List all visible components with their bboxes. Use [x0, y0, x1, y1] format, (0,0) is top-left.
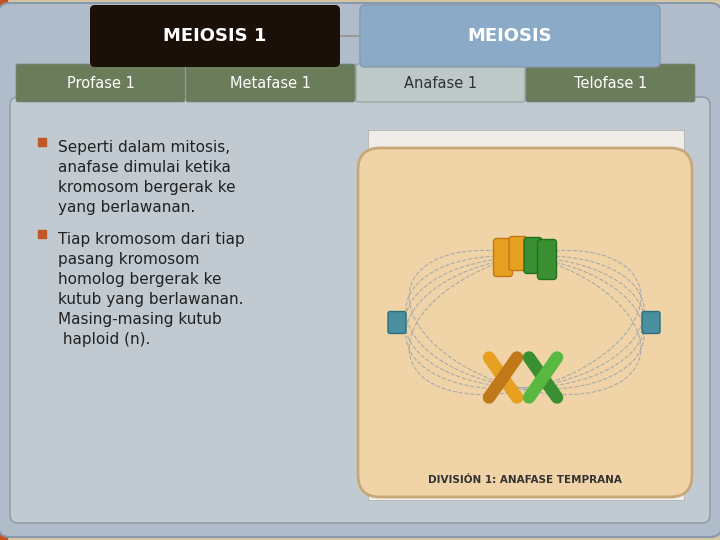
Bar [0, 323, 720, 330]
Bar [0, 155, 720, 162]
Bar [0, 533, 720, 540]
Text: pasang kromosom: pasang kromosom [58, 252, 199, 267]
Text: Tiap kromosom dari tiap: Tiap kromosom dari tiap [58, 232, 245, 247]
Bar [0, 365, 720, 372]
FancyBboxPatch shape [493, 239, 513, 276]
Bar [0, 71, 720, 78]
FancyBboxPatch shape [358, 148, 692, 497]
Bar [0, 379, 720, 386]
Text: haploid (n).: haploid (n). [58, 332, 150, 347]
Bar [38, 138, 46, 146]
Text: MEIOSIS: MEIOSIS [468, 27, 552, 45]
Bar [0, 407, 720, 414]
Text: DIVISIÓN 1: ANAFASE TEMPRANA: DIVISIÓN 1: ANAFASE TEMPRANA [428, 475, 622, 485]
Bar [0, 29, 720, 36]
FancyBboxPatch shape [526, 64, 695, 102]
Bar [0, 211, 720, 218]
Text: Profase 1: Profase 1 [66, 76, 135, 91]
Bar [0, 477, 720, 484]
Bar [0, 309, 720, 316]
Bar [0, 449, 720, 456]
FancyBboxPatch shape [16, 64, 185, 102]
Text: Telofase 1: Telofase 1 [574, 76, 647, 91]
Bar [0, 127, 720, 134]
Bar [0, 253, 720, 260]
FancyBboxPatch shape [524, 238, 542, 273]
FancyBboxPatch shape [388, 312, 406, 334]
Bar [38, 230, 46, 238]
Text: kromosom bergerak ke: kromosom bergerak ke [58, 180, 235, 195]
Bar [0, 43, 720, 50]
FancyBboxPatch shape [642, 312, 660, 334]
Text: kutub yang berlawanan.: kutub yang berlawanan. [58, 292, 243, 307]
Bar [0, 421, 720, 428]
Text: Seperti dalam mitosis,: Seperti dalam mitosis, [58, 140, 230, 155]
Text: MEIOSIS 1: MEIOSIS 1 [163, 27, 266, 45]
FancyBboxPatch shape [186, 64, 355, 102]
Bar [0, 463, 720, 470]
Bar [0, 491, 720, 498]
FancyBboxPatch shape [10, 97, 710, 523]
Bar [0, 85, 720, 92]
Text: Anafase 1: Anafase 1 [404, 76, 477, 91]
FancyBboxPatch shape [90, 5, 340, 67]
Bar [0, 1, 720, 8]
Text: homolog bergerak ke: homolog bergerak ke [58, 272, 222, 287]
Bar [0, 57, 720, 64]
Bar [0, 337, 720, 344]
Text: Metafase 1: Metafase 1 [230, 76, 311, 91]
FancyBboxPatch shape [509, 237, 527, 271]
Text: yang berlawanan.: yang berlawanan. [58, 200, 195, 215]
FancyBboxPatch shape [356, 64, 525, 102]
Bar [0, 435, 720, 442]
FancyBboxPatch shape [360, 5, 660, 67]
Bar [0, 393, 720, 400]
Bar [0, 197, 720, 204]
Bar [0, 15, 720, 22]
Bar [0, 169, 720, 176]
Bar [0, 505, 720, 512]
Text: anafase dimulai ketika: anafase dimulai ketika [58, 160, 231, 175]
Bar [0, 99, 720, 106]
Bar [0, 225, 720, 232]
Bar [0, 519, 720, 526]
Bar [0, 183, 720, 190]
Text: Masing-masing kutub: Masing-masing kutub [58, 312, 222, 327]
Bar [0, 295, 720, 302]
Bar [0, 267, 720, 274]
Bar [0, 0, 7, 540]
FancyBboxPatch shape [368, 130, 684, 500]
Bar [0, 281, 720, 288]
Bar [0, 239, 720, 246]
Bar [0, 113, 720, 120]
Bar [0, 141, 720, 148]
FancyBboxPatch shape [538, 240, 557, 280]
FancyBboxPatch shape [0, 3, 720, 537]
Bar [0, 351, 720, 358]
